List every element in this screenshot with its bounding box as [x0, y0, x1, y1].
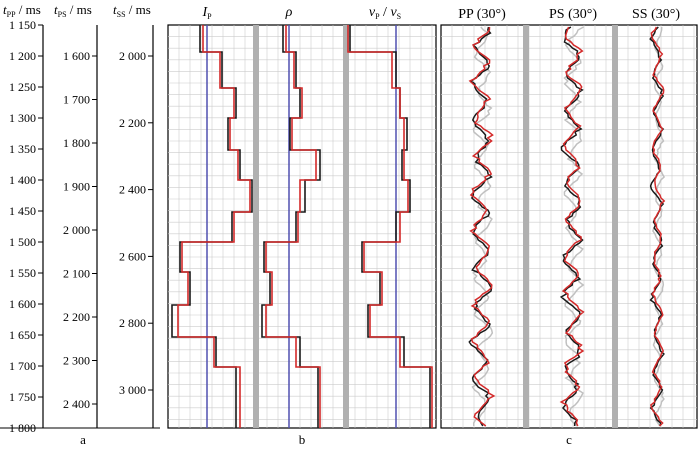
axis-tick-label: 2 800	[119, 316, 146, 330]
vpvs-title: vP / vS	[369, 5, 401, 21]
trace-separator	[612, 25, 618, 428]
axis-tick-label: 1 450	[9, 204, 36, 218]
axis-tick-label: 1 650	[9, 328, 36, 342]
axis-tick-label: 2 200	[119, 116, 146, 130]
tss-ticks: 2 000 2 200 2 400 2 600 2 800 3 000	[119, 49, 153, 397]
panel-a: tPP / ms tPS / ms tSS / ms 1 150 1 200 1 2…	[0, 2, 160, 447]
ss-title: SS (30°)	[632, 7, 680, 22]
ps-title: PS (30°)	[549, 7, 597, 22]
panel-a-letter: a	[80, 432, 86, 447]
panel-c-letter: c	[566, 432, 572, 447]
panel-b-letter: b	[299, 432, 306, 447]
axis-tick-label: 2 200	[63, 310, 90, 324]
axis-tick-label: 1 250	[9, 80, 36, 94]
panel-c-tracks	[468, 25, 666, 428]
tpp-axis-label: tPP / ms	[3, 2, 41, 19]
track-separator	[253, 25, 259, 428]
step-curve	[177, 25, 251, 428]
track-separator	[343, 25, 349, 428]
axis-tick-label: 1 750	[9, 390, 36, 404]
axis-tick-label: 3 000	[119, 383, 146, 397]
axis-tick-label: 1 700	[63, 93, 90, 107]
axis-tick-label: 1 700	[9, 359, 36, 373]
tps-ticks: 1 600 1 700 1 800 1 900 2 000 2 100 2 200 2 300…	[63, 49, 97, 411]
seismic-trace	[650, 26, 666, 427]
seismic-trace	[559, 26, 585, 427]
panel-b-tracks	[171, 25, 433, 428]
axis-tick-label: 2 400	[119, 183, 146, 197]
axis-tick-label: 2 600	[119, 249, 146, 263]
pp-title: PP (30°)	[458, 7, 506, 22]
axis-tick-label: 1 500	[9, 235, 36, 249]
trace-separator	[523, 25, 529, 428]
panel-c: PP (30°) PS (30°) SS (30°) c	[440, 7, 698, 447]
step-curve	[347, 25, 433, 428]
panel-b-frame	[167, 24, 437, 429]
axis-tick-label: 1 400	[9, 173, 36, 187]
step-curve	[265, 25, 321, 428]
ip-title: IP	[201, 5, 212, 21]
panel-b: IP ρ vP / vS b	[167, 5, 437, 447]
axis-tick-label: 2 000	[119, 49, 146, 63]
axis-tick-label: 2 300	[63, 354, 90, 368]
axis-tick-label: 1 550	[9, 266, 36, 280]
axis-tick-label: 1 350	[9, 142, 36, 156]
axis-tick-label: 1 200	[9, 49, 36, 63]
seismic-trace	[563, 26, 585, 427]
step-curve	[171, 25, 253, 428]
axis-tick-label: 1 600	[9, 297, 36, 311]
tpp-ticks: 1 150 1 200 1 250 1 300 1 350 1 400 1 450 1 500…	[9, 18, 43, 435]
axis-tick-label: 1 300	[9, 111, 36, 125]
axis-tick-label: 1 900	[63, 180, 90, 194]
axis-tick-label: 1 600	[63, 49, 90, 63]
axis-tick-label: 2 400	[63, 397, 90, 411]
seismic-trace	[468, 26, 496, 427]
tss-axis-label: tSS / ms	[113, 2, 151, 19]
tps-axis-label: tPS / ms	[54, 2, 92, 19]
rho-title: ρ	[285, 5, 293, 20]
axis-tick-label: 1 150	[9, 18, 36, 32]
axis-tick-label: 2 100	[63, 267, 90, 281]
axis-tick-label: 2 000	[63, 223, 90, 237]
axis-tick-label: 1 800	[63, 136, 90, 150]
